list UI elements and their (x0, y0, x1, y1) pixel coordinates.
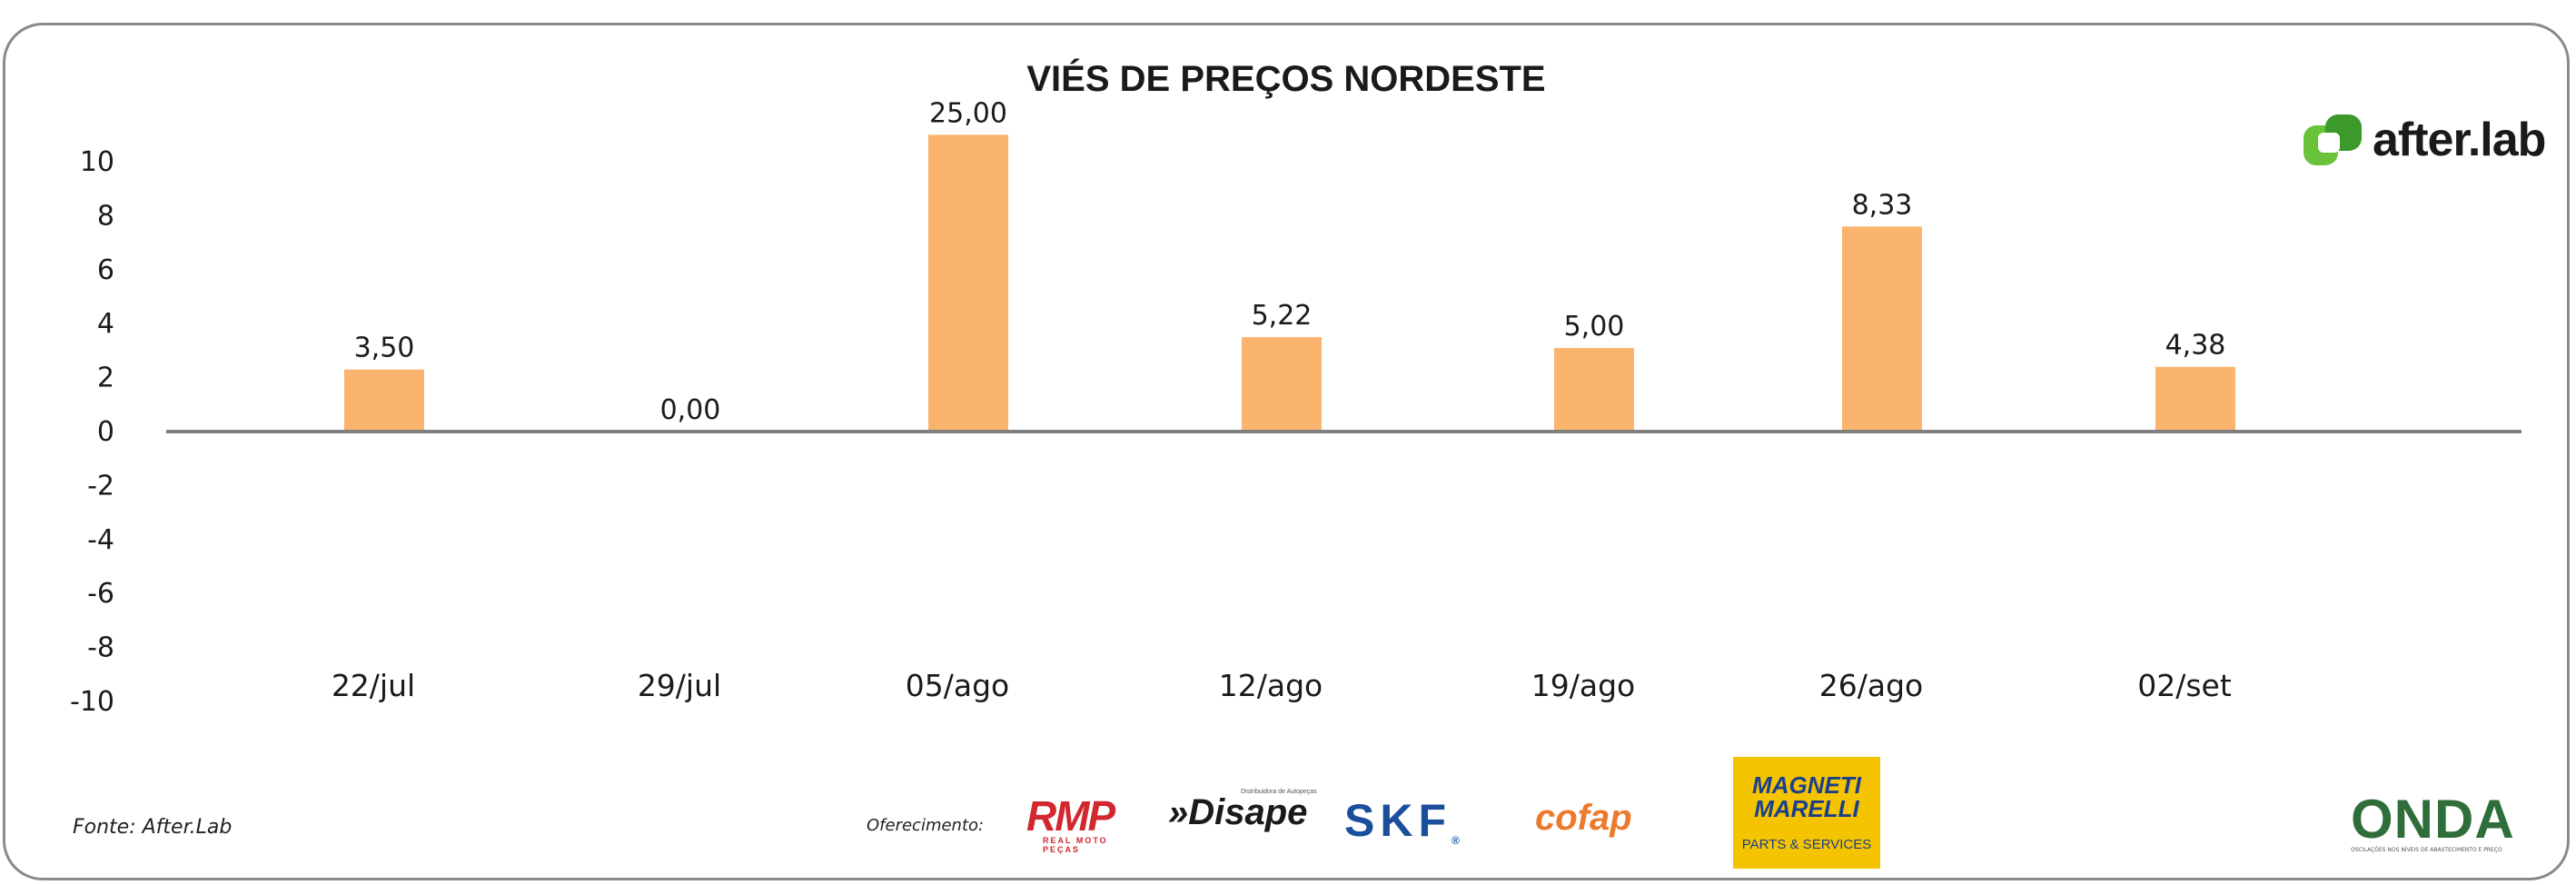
bar-12/ago (1242, 337, 1322, 432)
onda-logo-subtext: OSCILAÇÕES NOS NÍVEIS DE ABASTECIMENTO E… (2351, 847, 2502, 853)
skf-registered-mark: ® (1451, 834, 1460, 847)
category-label: 26/ago (1819, 668, 1923, 703)
data-label: 4,38 (2165, 330, 2226, 362)
bars (344, 134, 2235, 433)
afterlab-logo: after.lab (2304, 111, 2546, 169)
category-label: 05/ago (906, 668, 1009, 703)
data-labels: 3,50 0,00 25,00 5,22 5,00 8,33 4,38 (354, 97, 2226, 426)
category-label: 22/jul (332, 668, 415, 703)
y-tick-label: -6 (87, 578, 114, 610)
rmp-logo-subtext: REAL MOTO PEÇAS (1043, 836, 1108, 854)
y-tick-label: -4 (87, 524, 114, 556)
data-label: 3,50 (354, 333, 415, 364)
y-tick-label: 4 (97, 308, 114, 340)
bar-19/ago (1554, 347, 1634, 432)
chart-title: VIÉS DE PREÇOS NORDESTE (1026, 58, 1545, 99)
category-label: 29/jul (638, 668, 721, 703)
rmp-logo-text: RMP (1026, 792, 1115, 840)
data-label: 0,00 (660, 394, 721, 426)
data-label: 5,22 (1252, 300, 1313, 332)
y-tick-label: -2 (87, 470, 114, 502)
category-labels: 22/jul 29/jul 05/ago 12/ago 19/ago 26/ago 02/s… (332, 668, 2232, 703)
y-tick-label: -10 (70, 686, 114, 718)
skf-logo: SKF® (1344, 794, 1460, 847)
disape-logo-text: »Disape (1168, 792, 1308, 832)
data-label: 25,00 (929, 97, 1007, 129)
chart-frame (3, 23, 2570, 880)
y-tick-label: 0 (97, 416, 114, 448)
bar-26/ago (1842, 226, 1922, 432)
disape-logo-tagline: Distribuidora de Autopeças (1241, 789, 1317, 795)
y-tick-label: 6 (97, 254, 114, 286)
category-label: 02/set (2137, 668, 2232, 703)
bar-05/ago (928, 134, 1008, 433)
y-tick-label: 8 (97, 200, 114, 232)
y-tick-label: 2 (97, 363, 114, 394)
afterlab-logo-text: after.lab (2373, 114, 2546, 166)
sponsor-label: Oferecimento: (867, 816, 985, 835)
y-tick-label: -8 (87, 632, 114, 664)
skf-logo-text: SKF (1344, 795, 1451, 846)
category-label: 19/ago (1531, 668, 1635, 703)
onda-logo-text: ONDA (2351, 789, 2515, 850)
onda-logo: ONDA OSCILAÇÕES NOS NÍVEIS DE ABASTECIME… (2351, 789, 2515, 854)
category-label: 12/ago (1219, 668, 1323, 703)
cofap-logo: cofap (1535, 798, 1632, 839)
magneti-marelli-logo: MAGNETI MARELLI PARTS & SERVICES (1733, 757, 1880, 869)
y-axis-ticks: 10 8 6 4 2 0 -2 -4 -6 -8 -10 (70, 146, 114, 718)
bar-22/jul (344, 369, 424, 432)
cofap-logo-text: cofap (1535, 798, 1632, 838)
afterlab-mark-icon (2304, 114, 2362, 165)
source-note: Fonte: After.Lab (73, 816, 233, 839)
bar-02/set (2155, 366, 2235, 432)
data-label: 5,00 (1564, 311, 1625, 343)
magneti-marelli-logo-text: MAGNETI MARELLI (1752, 771, 1861, 822)
y-tick-label: 10 (80, 146, 114, 178)
rmp-logo: RMP REAL MOTO PEÇAS (1026, 792, 1149, 854)
magneti-marelli-logo-subtext: PARTS & SERVICES (1741, 837, 1872, 852)
disape-logo: Distribuidora de Autopeças »Disape (1168, 789, 1317, 833)
data-label: 8,33 (1852, 189, 1913, 221)
